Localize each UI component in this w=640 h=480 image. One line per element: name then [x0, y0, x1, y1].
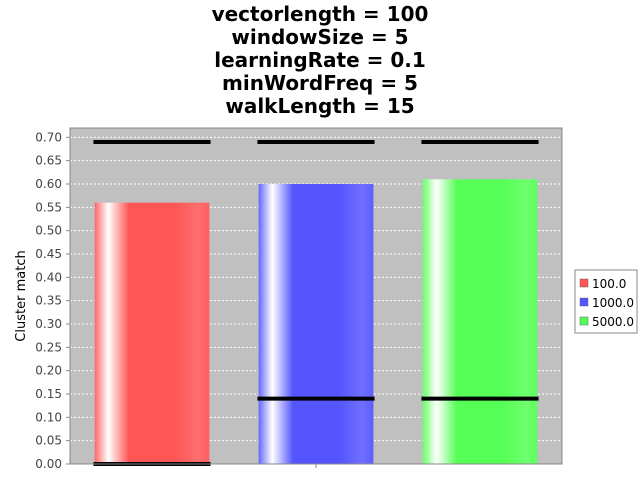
y-tick-label: 0.15: [35, 387, 62, 401]
y-tick-label: 0.70: [35, 130, 62, 144]
legend-swatch: [579, 297, 589, 307]
chart-title-line: walkLength = 15: [225, 94, 414, 118]
axes: [66, 127, 563, 468]
legend-swatch: [579, 278, 589, 288]
legend-swatch: [579, 316, 589, 326]
y-tick-label: 0.10: [35, 410, 62, 424]
y-tick-label: 0.40: [35, 270, 62, 284]
y-tick-label: 0.50: [35, 224, 62, 238]
y-tick-label: 0.55: [35, 200, 62, 214]
chart-title-line: vectorlength = 100: [212, 2, 429, 26]
y-tick-label: 0.30: [35, 317, 62, 331]
y-tick-label: 0.35: [35, 294, 62, 308]
y-tick-label: 0.65: [35, 154, 62, 168]
bar-100.0: [94, 202, 210, 464]
legend: 100.0 1000.0 5000.0: [574, 269, 638, 334]
legend-entry: 100.0: [592, 277, 626, 291]
y-tick-label: 0.45: [35, 247, 62, 261]
y-tick-label: 0.20: [35, 364, 62, 378]
legend-entry: 1000.0: [592, 296, 634, 310]
chart-title-line: learningRate = 0.1: [214, 48, 426, 72]
bar-5000.0: [422, 179, 538, 465]
y-tick-label: 0.00: [35, 457, 62, 471]
bar-1000.0: [258, 184, 374, 464]
plot-border: [69, 127, 563, 465]
chart-title-line: windowSize = 5: [231, 25, 408, 49]
y-tick-labels: 0.00 0.05 0.10 0.15 0.20 0.25 0.30 0.35 0.40 0.45…: [35, 130, 62, 471]
y-tick-label: 0.60: [35, 177, 62, 191]
chart-title-line: minWordFreq = 5: [222, 71, 418, 95]
y-tick-label: 0.25: [35, 340, 62, 354]
legend-entry: 5000.0: [592, 315, 634, 329]
y-tick-label: 0.05: [35, 434, 62, 448]
y-axis-label: Cluster match: [14, 250, 29, 341]
bars: [94, 179, 538, 465]
